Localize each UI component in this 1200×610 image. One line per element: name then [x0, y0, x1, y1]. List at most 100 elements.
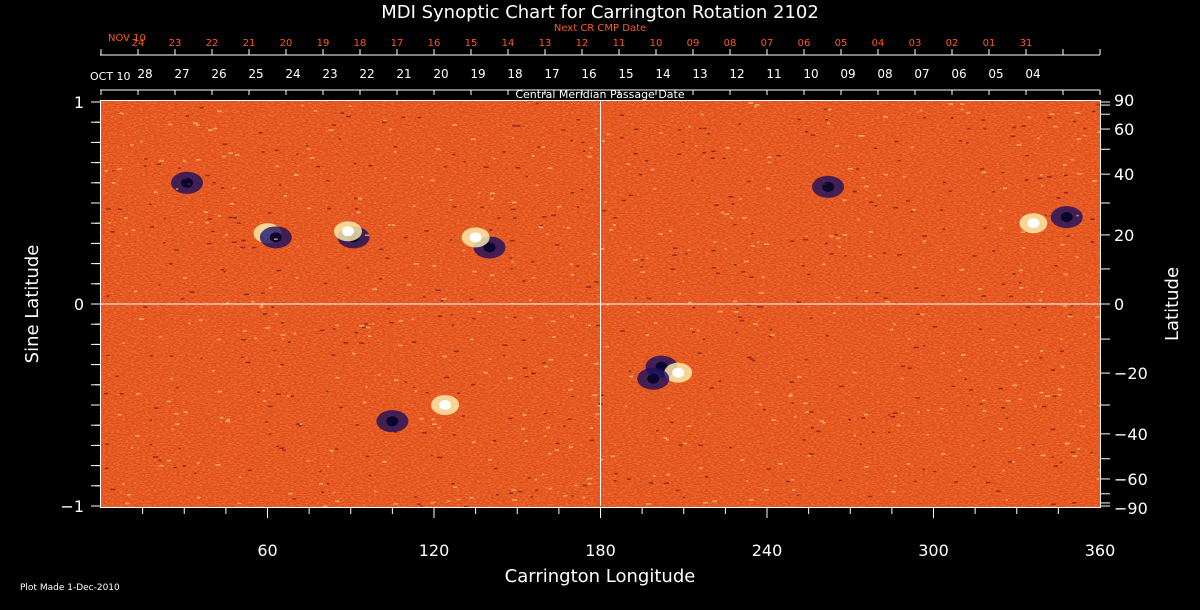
field-speckle — [544, 435, 547, 438]
field-speckle — [1083, 134, 1086, 137]
field-speckle — [852, 371, 857, 374]
field-speckle — [791, 479, 795, 481]
field-speckle — [829, 235, 834, 238]
field-speckle — [610, 455, 616, 458]
field-speckle — [751, 232, 754, 235]
field-speckle — [633, 152, 638, 155]
field-speckle — [239, 476, 242, 479]
field-speckle — [158, 464, 164, 467]
y-right-tick-label: 0 — [1114, 295, 1124, 314]
field-speckle — [656, 430, 659, 432]
y-right-tick-label: 40 — [1114, 165, 1134, 184]
field-speckle — [1018, 269, 1023, 272]
field-speckle — [593, 363, 599, 365]
chart-title: MDI Synoptic Chart for Carrington Rotati… — [381, 2, 819, 23]
field-speckle — [130, 447, 134, 449]
field-speckle — [1025, 306, 1031, 308]
field-speckle — [609, 229, 614, 231]
field-speckle — [379, 278, 383, 280]
field-speckle — [838, 246, 841, 248]
field-speckle — [653, 475, 656, 477]
field-speckle — [437, 456, 443, 459]
field-speckle — [580, 141, 585, 144]
field-speckle — [873, 147, 878, 150]
field-speckle — [707, 133, 711, 135]
field-speckle — [646, 503, 651, 505]
field-speckle — [625, 405, 628, 407]
field-speckle — [582, 484, 587, 487]
field-speckle — [527, 477, 531, 479]
field-speckle — [1018, 363, 1021, 366]
field-speckle — [364, 323, 369, 325]
cmp-date-label: 21 — [396, 67, 411, 81]
field-speckle — [942, 181, 947, 184]
field-speckle — [307, 148, 311, 150]
field-speckle — [698, 127, 702, 130]
field-speckle — [766, 187, 771, 190]
field-speckle — [857, 218, 860, 221]
field-speckle — [861, 417, 866, 419]
field-speckle — [343, 342, 349, 344]
field-speckle — [807, 454, 811, 457]
field-speckle — [535, 102, 539, 105]
field-speckle — [722, 157, 726, 160]
field-speckle — [509, 239, 515, 242]
field-speckle — [129, 144, 134, 146]
field-speckle — [1017, 447, 1021, 449]
field-speckle — [822, 263, 826, 266]
field-speckle — [788, 395, 793, 397]
field-speckle — [357, 197, 362, 200]
field-speckle — [1005, 417, 1009, 420]
field-speckle — [666, 473, 670, 476]
field-speckle — [117, 168, 122, 170]
cmp-date-label: 27 — [174, 67, 189, 81]
field-speckle — [288, 492, 293, 495]
field-speckle — [981, 213, 984, 215]
field-speckle — [149, 203, 152, 206]
field-speckle — [724, 248, 727, 250]
field-speckle — [122, 483, 125, 486]
y-axis-label-right: Latitude — [1162, 267, 1183, 341]
field-speckle — [678, 292, 681, 295]
field-speckle — [887, 414, 891, 416]
field-speckle — [247, 469, 252, 472]
field-speckle — [792, 489, 796, 491]
field-speckle — [262, 313, 268, 315]
field-speckle — [602, 209, 607, 212]
field-speckle — [816, 430, 821, 433]
field-speckle — [286, 395, 290, 397]
field-speckle — [700, 113, 704, 116]
field-speckle — [767, 161, 771, 164]
field-speckle — [265, 327, 271, 329]
next-cr-start-label: NOV 10 — [108, 33, 146, 44]
field-speckle — [106, 208, 111, 210]
field-speckle — [587, 483, 592, 485]
field-speckle — [404, 381, 407, 383]
field-speckle — [268, 433, 272, 435]
field-speckle — [842, 199, 847, 201]
field-speckle — [241, 356, 244, 358]
field-speckle — [1090, 218, 1095, 220]
next-cr-date-label: 31 — [1020, 38, 1033, 49]
field-speckle — [588, 324, 591, 327]
field-speckle — [926, 433, 929, 436]
field-speckle — [677, 153, 681, 156]
field-speckle — [563, 425, 566, 427]
field-speckle — [292, 498, 297, 500]
field-speckle — [220, 187, 225, 189]
field-speckle — [1049, 113, 1055, 115]
field-speckle — [1064, 442, 1070, 445]
field-speckle — [488, 229, 493, 231]
field-speckle — [867, 495, 873, 498]
field-speckle — [449, 199, 453, 201]
field-speckle — [377, 373, 381, 376]
field-speckle — [372, 288, 377, 291]
field-speckle — [260, 304, 264, 306]
field-speckle — [563, 494, 568, 497]
y-right-tick-label: −20 — [1114, 364, 1148, 383]
field-speckle — [852, 190, 857, 193]
field-speckle — [197, 462, 200, 464]
field-speckle — [1090, 241, 1095, 243]
field-speckle — [1022, 247, 1026, 249]
field-speckle — [262, 389, 265, 392]
